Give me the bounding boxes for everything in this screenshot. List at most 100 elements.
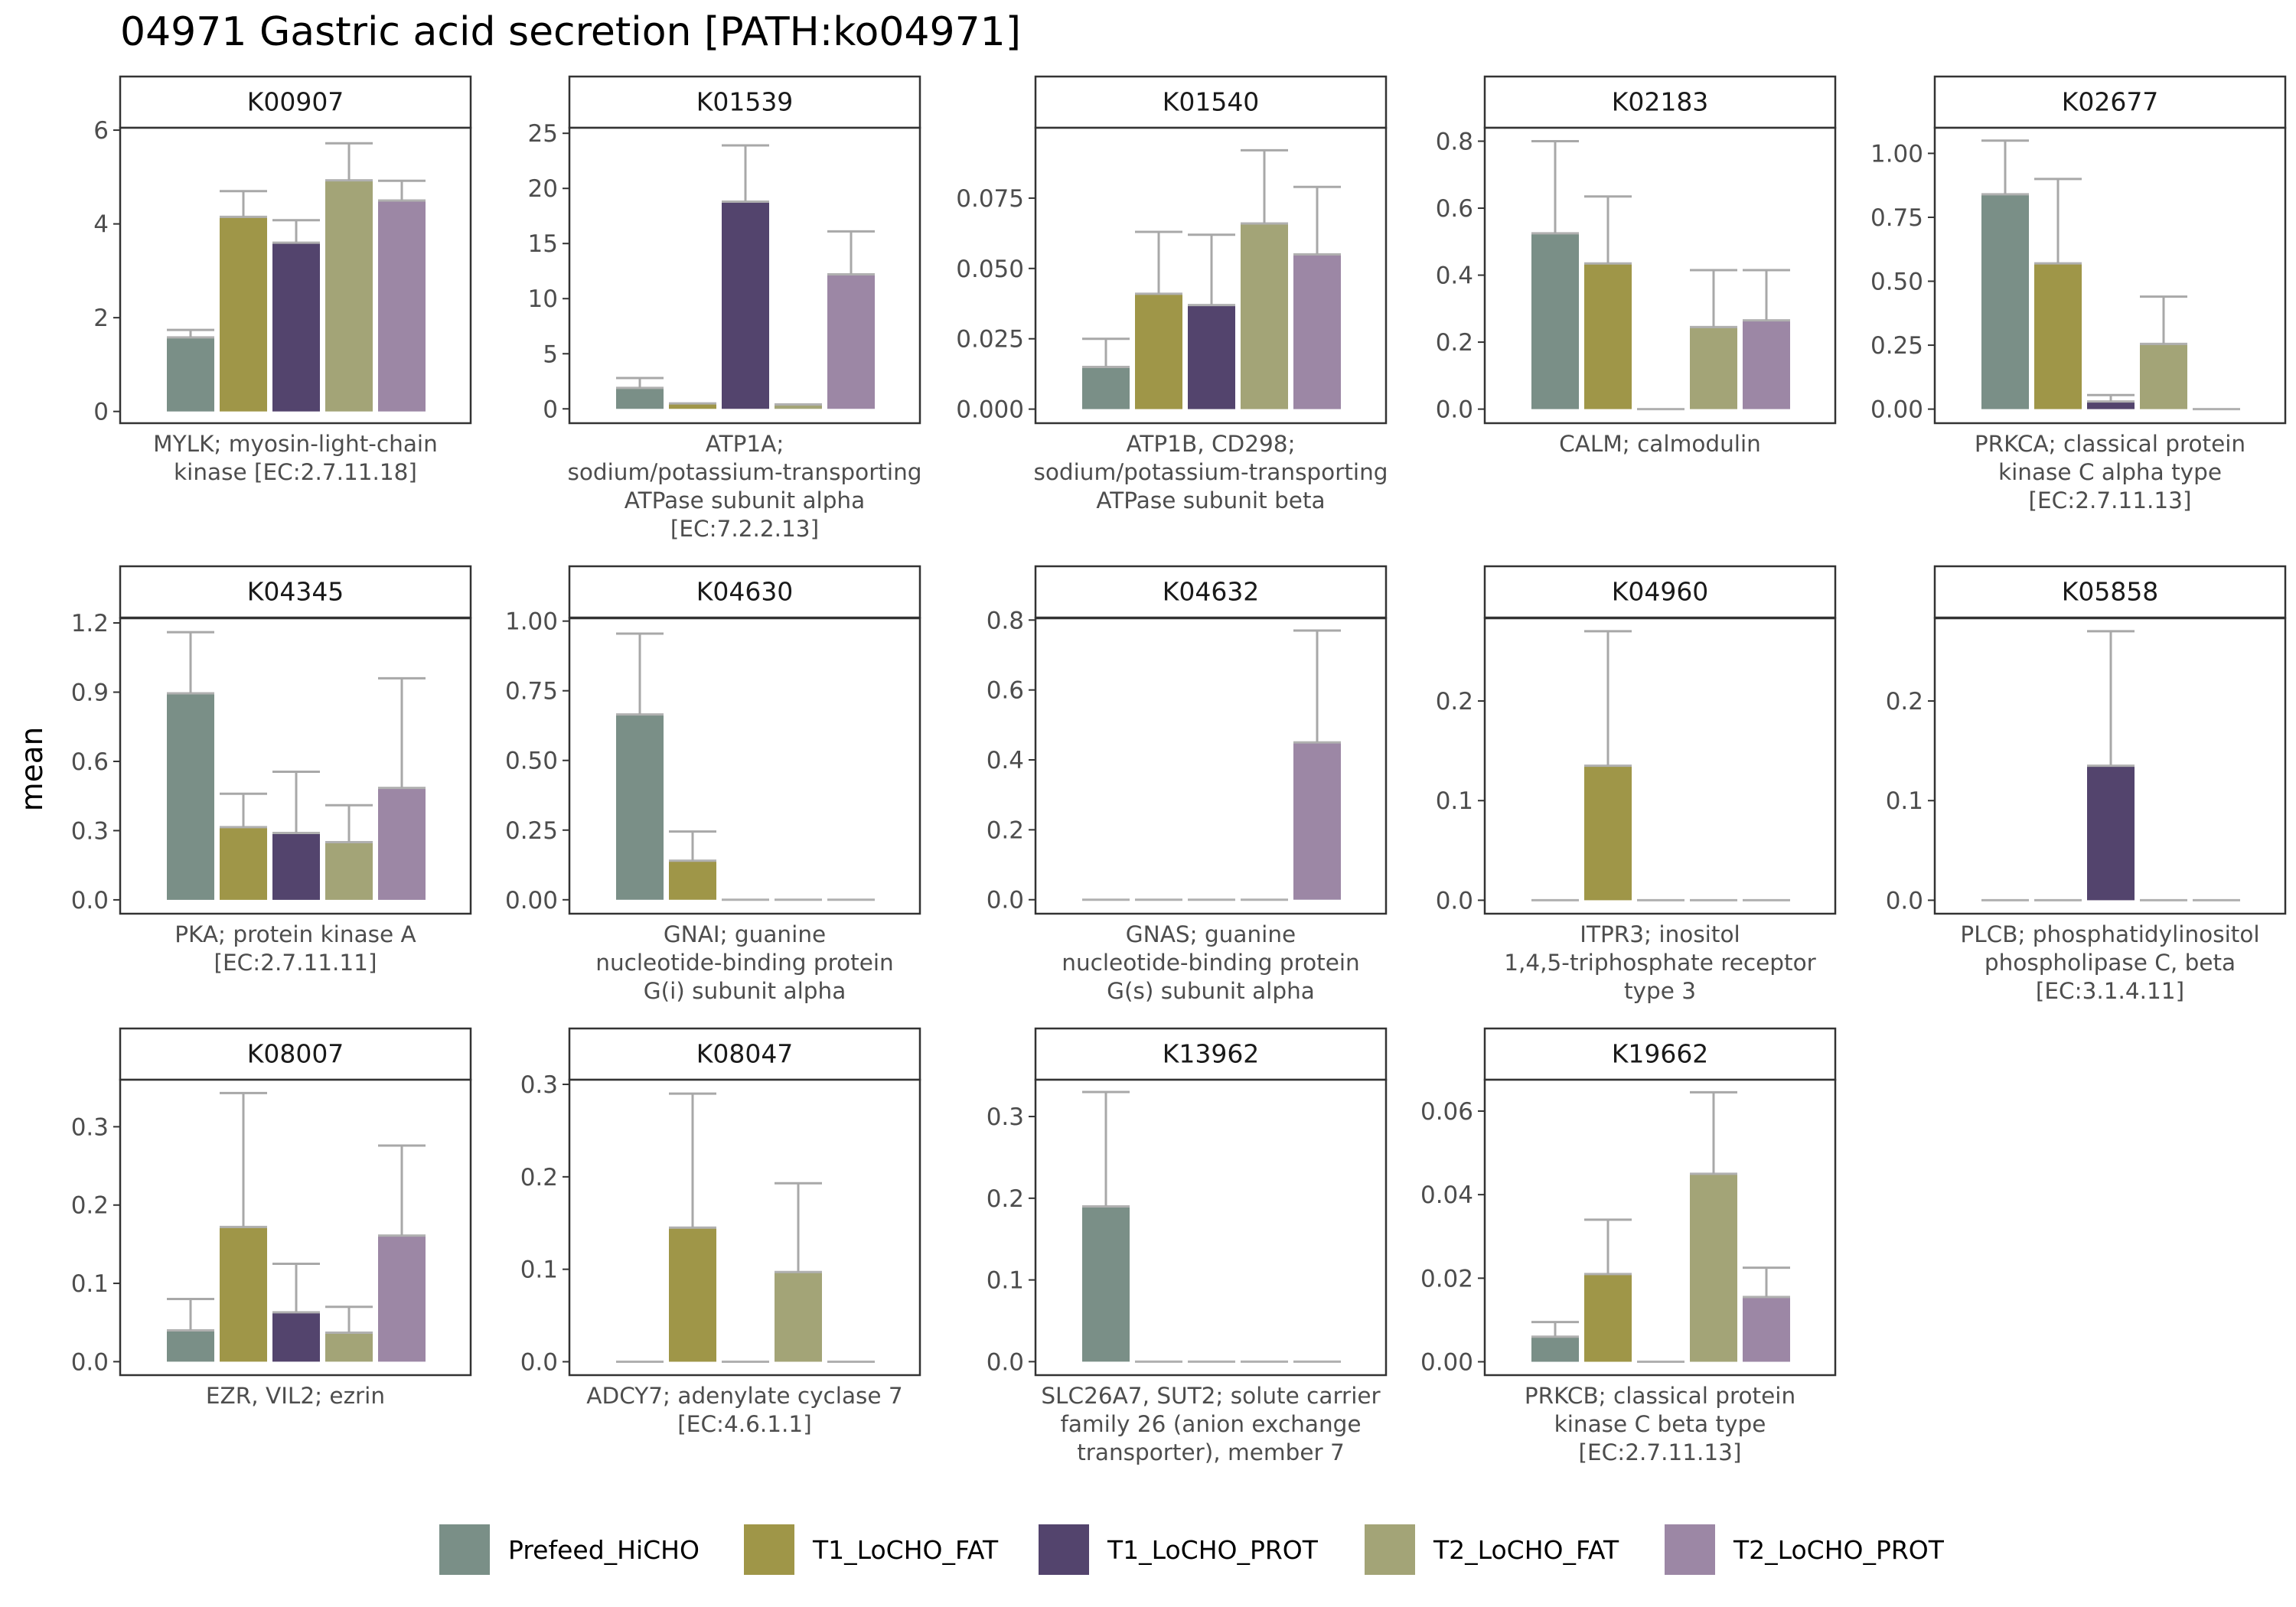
panel-border xyxy=(1483,617,1837,915)
bar xyxy=(2140,344,2187,409)
strip-label: K05858 xyxy=(2062,577,2159,607)
strip-box xyxy=(119,565,472,619)
strip-box xyxy=(119,1027,472,1081)
bar xyxy=(325,842,373,900)
y-tick-label: 0.25 xyxy=(1870,332,1923,360)
y-tick-label: 0.4 xyxy=(1436,262,1473,290)
strip-box xyxy=(1933,75,2287,129)
x-category-label-line: nucleotide-binding protein xyxy=(595,950,894,976)
x-category-label-line: PLCB; phosphatidylinositol xyxy=(1960,921,2259,947)
y-tick-label: 0 xyxy=(543,396,558,423)
y-tick-label: 1.00 xyxy=(505,608,558,636)
strip-box xyxy=(1483,565,1837,619)
bar xyxy=(220,1227,267,1362)
x-category-label: MYLK; myosin-light-chain kinase [EC:2.7.1… xyxy=(153,431,438,485)
bar xyxy=(1690,327,1737,409)
legend-label: T1_LoCHO_FAT xyxy=(812,1535,999,1565)
y-tick-label: 0.0 xyxy=(987,1348,1024,1376)
legend-label: Prefeed_HiCHO xyxy=(508,1535,700,1565)
x-category-label-line: ATPase subunit alpha xyxy=(625,487,865,513)
bar xyxy=(167,1330,214,1362)
bar xyxy=(1584,1273,1632,1362)
x-category-label-line: PRKCA; classical protein xyxy=(1975,431,2245,457)
panel-border xyxy=(568,1078,921,1377)
y-tick-label: 0.2 xyxy=(987,1185,1024,1213)
bar xyxy=(1584,765,1632,901)
x-category-label-line: kinase C alpha type xyxy=(1998,459,2222,485)
bar xyxy=(1293,742,1341,900)
strip-label: K04630 xyxy=(696,577,794,607)
y-axis-label: mean xyxy=(15,727,50,812)
legend-item: T2_LoCHO_FAT xyxy=(1365,1524,1619,1575)
legend-swatch xyxy=(439,1524,490,1575)
y-tick-label: 0.3 xyxy=(987,1103,1024,1131)
strip-label: K02677 xyxy=(2062,87,2159,117)
strip-box xyxy=(1034,75,1388,129)
y-tick-label: 1.00 xyxy=(1870,140,1923,168)
y-tick-label: 0.000 xyxy=(956,396,1024,424)
y-tick-label: 0.0 xyxy=(520,1348,558,1376)
x-category-label-line: GNAI; guanine xyxy=(664,921,826,947)
panel-K02677: K02677 0.00 0.25 0.50 0.75 1.00 PRKCA; classic… xyxy=(1870,75,2287,513)
y-tick-label: 0 xyxy=(93,399,109,426)
bar xyxy=(1584,263,1632,409)
y-tick-label: 0.2 xyxy=(1436,329,1473,357)
panel-K01539: K01539 0 5 10 15 20 25 ATP1A; sodium/potassium-t… xyxy=(528,75,922,542)
panel-K00907: K00907 0 2 4 6 MYLK; myosin-light-chain kinase… xyxy=(93,75,472,485)
bar xyxy=(616,387,664,409)
legend-swatch xyxy=(1665,1524,1715,1575)
strip-box xyxy=(1034,1027,1388,1081)
x-category-label: ITPR3; inositol 1,4,5-triphosphate recept… xyxy=(1504,921,1816,1004)
x-category-label: GNAI; guanine nucleotide-binding protein G… xyxy=(595,921,894,1004)
panel-K08007: K08007 0.0 0.1 0.2 0.3 EZR, VIL2; ezrin xyxy=(71,1027,472,1409)
legend-label: T1_LoCHO_PROT xyxy=(1107,1535,1319,1565)
y-tick-label: 0.0 xyxy=(1886,887,1923,914)
x-category-label: ADCY7; adenylate cyclase 7 [EC:4.6.1.1] xyxy=(586,1383,902,1437)
y-tick-label: 0.075 xyxy=(956,185,1024,213)
y-tick-label: 0.1 xyxy=(520,1257,558,1284)
legend-item: T1_LoCHO_FAT xyxy=(744,1524,999,1575)
y-tick-label: 0.06 xyxy=(1420,1098,1473,1126)
legend-swatch xyxy=(744,1524,794,1575)
strip-box xyxy=(568,1027,921,1081)
x-category-label-line: ATP1B, CD298; xyxy=(1126,431,1295,457)
y-tick-label: 0.3 xyxy=(71,1113,109,1141)
strip-box xyxy=(1034,565,1388,619)
panel-K04345: K04345 0.0 0.3 0.6 0.9 1.2 PKA; protein kinase… xyxy=(71,565,472,976)
bar xyxy=(827,274,875,409)
x-category-label: ATP1B, CD298; sodium/potassium-transporti… xyxy=(1033,431,1388,513)
bar xyxy=(272,243,320,412)
x-category-label-line: nucleotide-binding protein xyxy=(1062,950,1360,976)
y-tick-label: 0.6 xyxy=(1436,195,1473,223)
y-tick-label: 0.3 xyxy=(71,817,109,845)
strip-label: K19662 xyxy=(1612,1039,1709,1069)
y-tick-label: 0.75 xyxy=(505,678,558,706)
y-tick-label: 5 xyxy=(543,341,558,368)
bar xyxy=(775,1272,822,1362)
y-tick-label: 0.8 xyxy=(987,607,1024,634)
x-category-label: GNAS; guanine nucleotide-binding protein G… xyxy=(1062,921,1360,1004)
x-category-label: EZR, VIL2; ezrin xyxy=(206,1383,385,1409)
y-tick-label: 0.2 xyxy=(1436,688,1473,715)
bar xyxy=(722,201,769,409)
y-tick-label: 10 xyxy=(528,285,558,313)
y-tick-label: 0.00 xyxy=(505,887,558,914)
panel-K05858: K05858 0.0 0.1 0.2 PLCB; phosphatidylinosito… xyxy=(1886,565,2287,1004)
y-tick-label: 0.50 xyxy=(1870,269,1923,296)
chart-title: 04971 Gastric acid secretion [PATH:ko049… xyxy=(120,9,1021,55)
legend-label: T2_LoCHO_PROT xyxy=(1733,1535,1945,1565)
x-category-label: ATP1A; sodium/potassium-transporting ATPas… xyxy=(567,431,921,542)
y-tick-label: 0.00 xyxy=(1870,396,1923,424)
strip-box xyxy=(1483,75,1837,129)
y-tick-label: 0.2 xyxy=(71,1192,109,1220)
bar xyxy=(272,833,320,900)
y-tick-label: 0.75 xyxy=(1870,204,1923,232)
panel-K02183: K02183 0.0 0.2 0.4 0.6 0.8 CALM; calmodulin xyxy=(1436,75,1837,457)
y-tick-label: 0.1 xyxy=(987,1267,1024,1295)
bar xyxy=(1981,194,2029,409)
x-category-label-line: ADCY7; adenylate cyclase 7 xyxy=(586,1383,902,1409)
x-category-label-line: phospholipase C, beta xyxy=(1985,950,2236,976)
panel-K08047: K08047 0.0 0.1 0.2 0.3 ADCY7; adenylate cycla… xyxy=(520,1027,921,1437)
strip-label: K08047 xyxy=(696,1039,794,1069)
legend-swatch xyxy=(1039,1524,1089,1575)
